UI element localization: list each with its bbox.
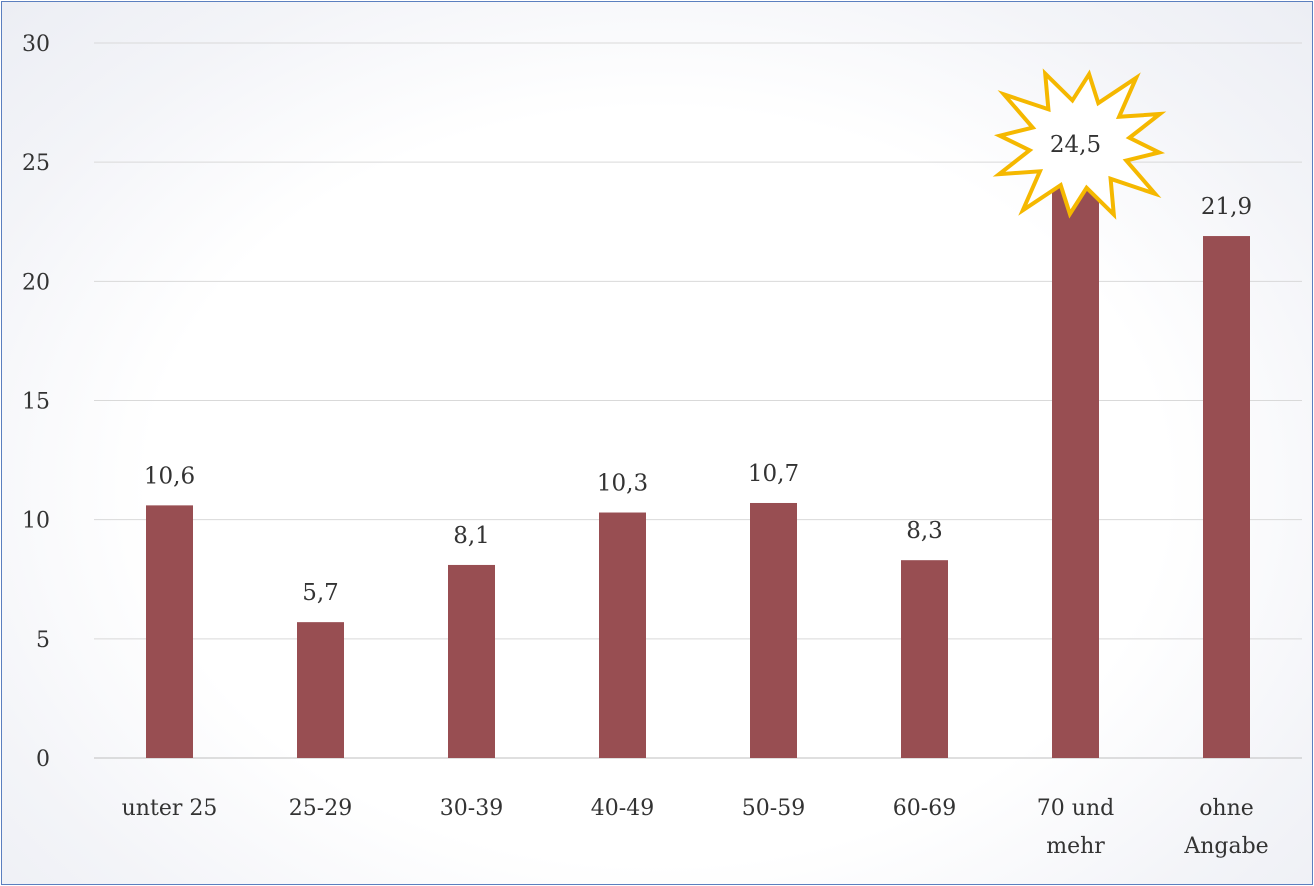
bar (297, 622, 344, 758)
y-tick-label: 20 (22, 270, 50, 295)
data-label: 10,7 (748, 461, 799, 487)
category-label: 25-29 (289, 796, 352, 821)
category-label: Angabe (1183, 834, 1268, 859)
bar (599, 512, 646, 758)
y-tick-label: 5 (36, 628, 50, 653)
data-label: 10,3 (597, 471, 648, 497)
x-axis-categories: unter 25 25-29 30-39 40-49 50-59 60-69 70 und m… (122, 796, 1269, 859)
bars (146, 174, 1250, 759)
data-label: 8,3 (906, 518, 943, 544)
bar (750, 502, 797, 758)
bar (1203, 236, 1250, 759)
category-label: 60-69 (893, 796, 956, 821)
y-tick-label: 30 (22, 32, 50, 57)
y-tick-label: 0 (36, 747, 50, 772)
y-axis-ticks: 0 5 10 15 20 25 30 (22, 32, 50, 772)
data-label: 24,5 (1050, 132, 1101, 158)
category-label: 50-59 (742, 796, 805, 821)
highlight-burst (992, 68, 1167, 220)
category-label: mehr (1046, 834, 1105, 859)
gridlines (94, 42, 1302, 759)
bar (448, 564, 495, 758)
y-tick-label: 10 (22, 509, 50, 534)
bar (1052, 174, 1099, 759)
data-label: 10,6 (144, 463, 195, 489)
y-tick-label: 15 (22, 390, 50, 415)
category-label: 70 und (1037, 796, 1114, 821)
category-label: 30-39 (440, 796, 503, 821)
category-label: ohne (1199, 796, 1254, 821)
data-label: 21,9 (1201, 194, 1252, 220)
bar (146, 505, 193, 758)
bar (901, 560, 948, 758)
data-label: 5,7 (302, 580, 339, 606)
category-label: 40-49 (591, 796, 654, 821)
category-label: unter 25 (122, 796, 218, 821)
data-labels: 10,6 5,7 8,1 10,3 10,7 8,3 24,5 21,9 (144, 132, 1252, 606)
y-tick-label: 25 (22, 151, 50, 176)
data-label: 8,1 (453, 523, 490, 549)
highlight-star (992, 68, 1167, 220)
